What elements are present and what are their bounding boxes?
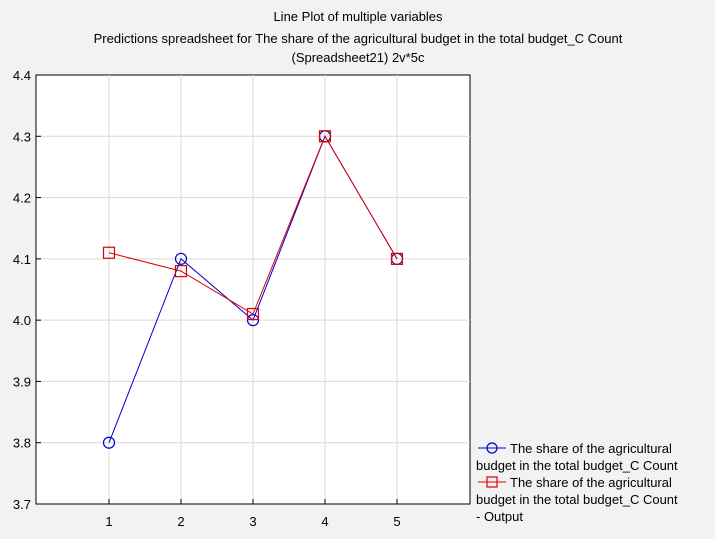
x-tick-label: 3 [249,514,256,529]
legend-label-2: budget in the total budget_C Count [476,492,678,507]
y-tick-label: 3.9 [13,374,31,389]
y-tick-label: 4.1 [13,252,31,267]
series-group [102,130,404,449]
series-1-point [246,314,260,327]
y-tick-label: 4.3 [13,129,31,144]
legend-marker-2 [486,476,498,488]
grid-lines [36,75,470,504]
series-2-point [318,130,332,143]
legend-label-1: The share of the agricultural [510,441,672,456]
legend-label-2: The share of the agricultural [510,475,672,490]
series-1-point [174,252,188,265]
legend-marker-1 [486,442,498,454]
x-tick-label: 2 [177,514,184,529]
series-2-point [102,246,116,259]
y-axis: 3.7 3.8 3.9 4.0 4.1 4.2 4.3 4.4 [13,68,41,512]
legend-label-2: - Output [476,509,523,524]
y-tick-label: 4.2 [13,191,31,206]
legend: The share of the agricultural budget in t… [476,441,678,524]
series-2-point [174,265,188,278]
series-1-point [102,436,116,449]
chart-subtitle-line-2: (Spreadsheet21) 2v*5c [292,50,425,65]
series-2-point [390,252,404,265]
x-tick-label: 1 [105,514,112,529]
y-tick-label: 4.4 [13,68,31,83]
chart-title: Line Plot of multiple variables [273,9,443,24]
x-tick-label: 4 [321,514,328,529]
chart-subtitle-line-1: Predictions spreadsheet for The share of… [94,31,623,46]
series-line-2 [108,135,398,315]
legend-label-1: budget in the total budget_C Count [476,458,678,473]
y-tick-label: 3.7 [13,497,31,512]
x-axis: 1 2 3 4 5 [105,499,401,529]
y-tick-label: 4.0 [13,313,31,328]
x-tick-label: 5 [393,514,400,529]
series-2-point [246,307,260,321]
y-tick-label: 3.8 [13,436,31,451]
